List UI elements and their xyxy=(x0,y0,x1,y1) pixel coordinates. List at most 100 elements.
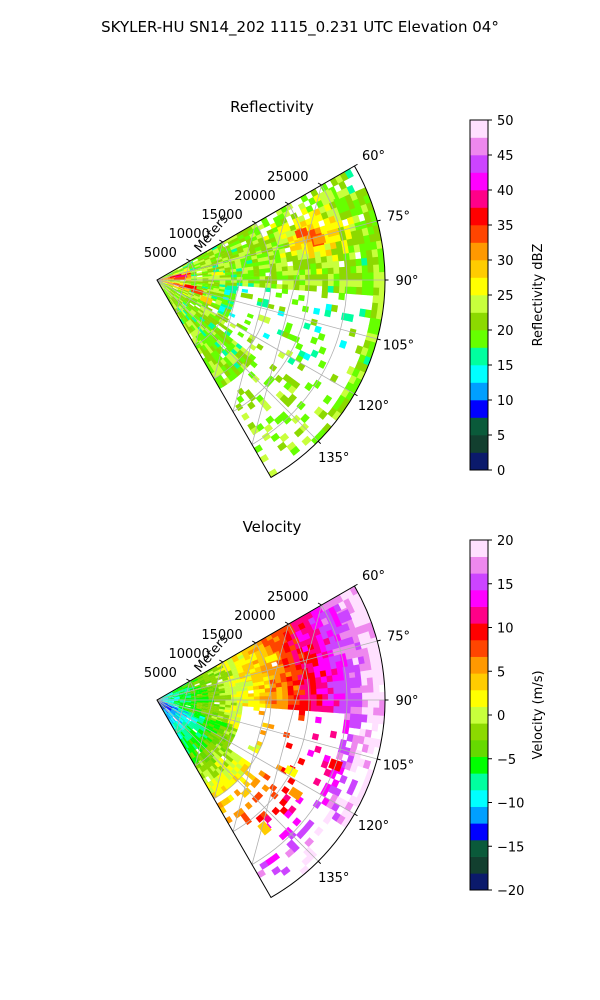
field-cell xyxy=(198,339,205,347)
colorbar-tick-label: 15 xyxy=(497,578,514,593)
field-cell xyxy=(203,320,210,327)
field-cell xyxy=(311,733,320,741)
field-cell xyxy=(168,278,175,280)
field-cell xyxy=(307,246,315,254)
field-cell xyxy=(269,783,278,792)
colorbar-tick-label: −20 xyxy=(497,884,524,899)
field-cell xyxy=(198,308,205,314)
field-cell xyxy=(208,313,216,319)
field-cell xyxy=(251,678,259,684)
field-cell xyxy=(162,280,169,282)
field-cell xyxy=(200,338,207,346)
field-cell xyxy=(193,294,200,299)
field-cell xyxy=(199,772,206,780)
field-cell xyxy=(225,694,232,698)
field-cell xyxy=(227,720,235,725)
field-cell xyxy=(223,730,231,736)
range-tick-mark xyxy=(251,220,256,224)
field-cell xyxy=(338,339,348,349)
field-cell xyxy=(265,696,272,701)
colorbar-segment xyxy=(470,435,488,453)
field-cell xyxy=(242,693,249,698)
field-cell xyxy=(256,673,264,679)
field-cell xyxy=(164,708,169,714)
field-cell xyxy=(356,265,363,274)
field-cell xyxy=(184,719,191,724)
field-cell xyxy=(168,278,175,280)
field-cell xyxy=(361,647,370,657)
field-cell xyxy=(239,757,248,765)
field-cell xyxy=(167,271,173,276)
field-cell xyxy=(312,221,321,230)
field-cell xyxy=(367,684,374,694)
field-cell xyxy=(206,726,213,732)
field-cell xyxy=(316,268,323,275)
angle-gridline xyxy=(156,220,378,281)
field-cell xyxy=(165,707,171,713)
field-cell xyxy=(338,680,346,688)
field-cell xyxy=(165,287,171,292)
field-cell xyxy=(172,689,178,693)
field-cell xyxy=(202,749,209,756)
field-cell xyxy=(212,667,219,673)
field-cell xyxy=(173,696,181,699)
field-cell xyxy=(225,353,233,361)
field-cell xyxy=(193,305,200,311)
field-cell xyxy=(168,281,175,284)
field-cell xyxy=(346,636,355,646)
field-cell xyxy=(310,215,319,224)
field-cell xyxy=(318,409,328,420)
field-cell xyxy=(331,674,339,682)
field-cell xyxy=(265,634,274,642)
field-cell xyxy=(246,263,254,268)
field-cell xyxy=(296,647,304,655)
field-cell xyxy=(184,705,191,709)
field-cell xyxy=(300,662,309,670)
field-cell xyxy=(293,704,300,711)
field-cell xyxy=(310,285,317,292)
field-cell xyxy=(216,717,224,722)
field-cell xyxy=(221,674,228,680)
field-cell xyxy=(189,267,196,271)
field-cell xyxy=(214,333,221,340)
field-cell xyxy=(236,366,245,374)
field-cell xyxy=(200,735,207,741)
field-cell xyxy=(287,235,295,243)
field-cell xyxy=(188,319,194,326)
field-cell xyxy=(308,672,316,679)
sample-cell xyxy=(288,786,304,801)
field-cell xyxy=(235,682,242,687)
field-cell xyxy=(368,737,377,747)
field-cell xyxy=(287,704,295,710)
colorbar-segment xyxy=(470,573,488,591)
field-cell xyxy=(253,706,260,712)
field-cell xyxy=(205,761,213,768)
field-cell xyxy=(270,267,277,273)
field-cell xyxy=(315,633,324,642)
field-cell xyxy=(202,756,209,764)
field-cell xyxy=(291,255,299,262)
field-cell xyxy=(361,227,370,237)
field-cell xyxy=(167,704,173,709)
colorbar-segment xyxy=(470,540,488,557)
field-cell xyxy=(259,692,266,697)
field-cell xyxy=(264,268,272,273)
field-cell xyxy=(207,692,215,695)
field-cell xyxy=(165,287,171,292)
field-cell xyxy=(217,345,225,353)
field-cell xyxy=(185,726,192,733)
field-cell xyxy=(219,277,226,281)
field-cell xyxy=(162,700,169,702)
angle-tick-label: 120° xyxy=(358,399,389,414)
field-cell xyxy=(179,304,185,311)
field-cell xyxy=(190,705,197,709)
field-cell xyxy=(173,695,180,698)
range-ring xyxy=(175,679,196,734)
field-cell xyxy=(162,277,169,280)
field-cell xyxy=(168,701,175,703)
field-cell xyxy=(219,778,227,786)
field-cell xyxy=(270,791,279,800)
field-cell xyxy=(325,249,333,257)
field-cell xyxy=(253,696,260,701)
field-cell xyxy=(164,288,170,294)
